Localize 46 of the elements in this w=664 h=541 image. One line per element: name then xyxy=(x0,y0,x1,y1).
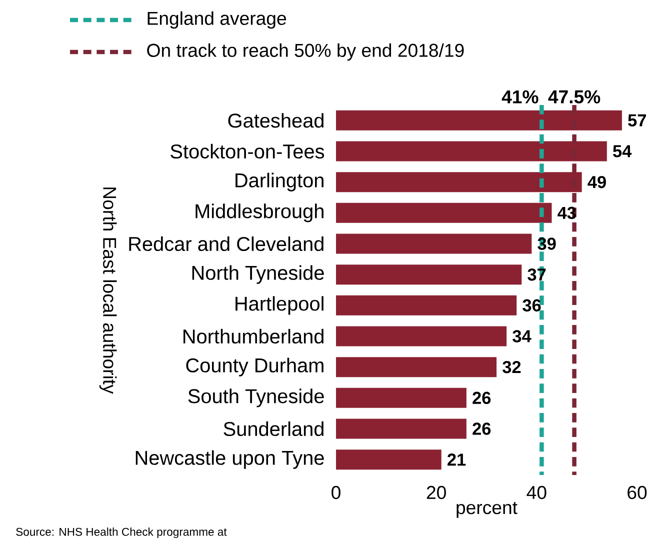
y-tick-label: Gateshead xyxy=(228,113,324,128)
y-tick-label: Darlington xyxy=(236,172,324,192)
y-tick-label: Sunderland xyxy=(224,421,324,436)
bar xyxy=(336,388,466,408)
data-label: 26 xyxy=(472,392,491,404)
bar xyxy=(336,418,466,439)
legend-label: On track to reach 50% by end 2018/19 xyxy=(147,43,464,61)
bar xyxy=(336,264,522,285)
bar xyxy=(336,141,607,162)
y-tick-label: Hartlepool xyxy=(236,296,324,315)
data-label: 37 xyxy=(528,268,546,281)
data-label: 36 xyxy=(522,299,541,312)
bar xyxy=(336,234,532,254)
source-note: Source: NHS Health Check programme at xyxy=(16,528,227,538)
x-tick-label: 20 xyxy=(426,486,446,500)
data-label: 26 xyxy=(472,422,491,435)
y-tick-label: Northumberland xyxy=(184,328,324,344)
x-tick-label: 60 xyxy=(628,486,647,500)
x-tick-label: 40 xyxy=(526,486,546,500)
y-axis-title: North East local authority xyxy=(99,188,117,394)
bar xyxy=(336,202,552,223)
y-tick-label: South Tyneside xyxy=(188,388,324,408)
y-tick-label: Redcar and Cleveland xyxy=(129,236,324,252)
bar xyxy=(336,326,507,346)
data-label: 54 xyxy=(613,145,632,158)
legend-label: England average xyxy=(148,11,286,29)
x-axis-title: percent xyxy=(456,502,518,518)
bar xyxy=(336,295,517,316)
data-label: 34 xyxy=(512,330,532,342)
y-tick-label: Middlesbrough xyxy=(196,204,324,222)
y-tick-label: North Tyneside xyxy=(192,265,324,284)
text: 47.5% xyxy=(548,90,600,104)
y-tick-label: Stockton-on-Tees xyxy=(170,144,324,159)
bar xyxy=(336,357,497,378)
data-label: 49 xyxy=(588,176,606,188)
bar xyxy=(336,172,582,192)
y-tick-label: Newcastle upon Tyne xyxy=(136,450,324,469)
data-label: 57 xyxy=(628,114,646,126)
text: 41% xyxy=(502,90,538,104)
y-tick-label: County Durham xyxy=(186,358,324,376)
bar xyxy=(336,450,442,470)
data-label: 39 xyxy=(538,238,556,250)
data-label: 21 xyxy=(448,454,466,466)
bar xyxy=(336,110,622,130)
data-label: 32 xyxy=(502,360,521,374)
x-tick-label: 0 xyxy=(332,486,340,500)
